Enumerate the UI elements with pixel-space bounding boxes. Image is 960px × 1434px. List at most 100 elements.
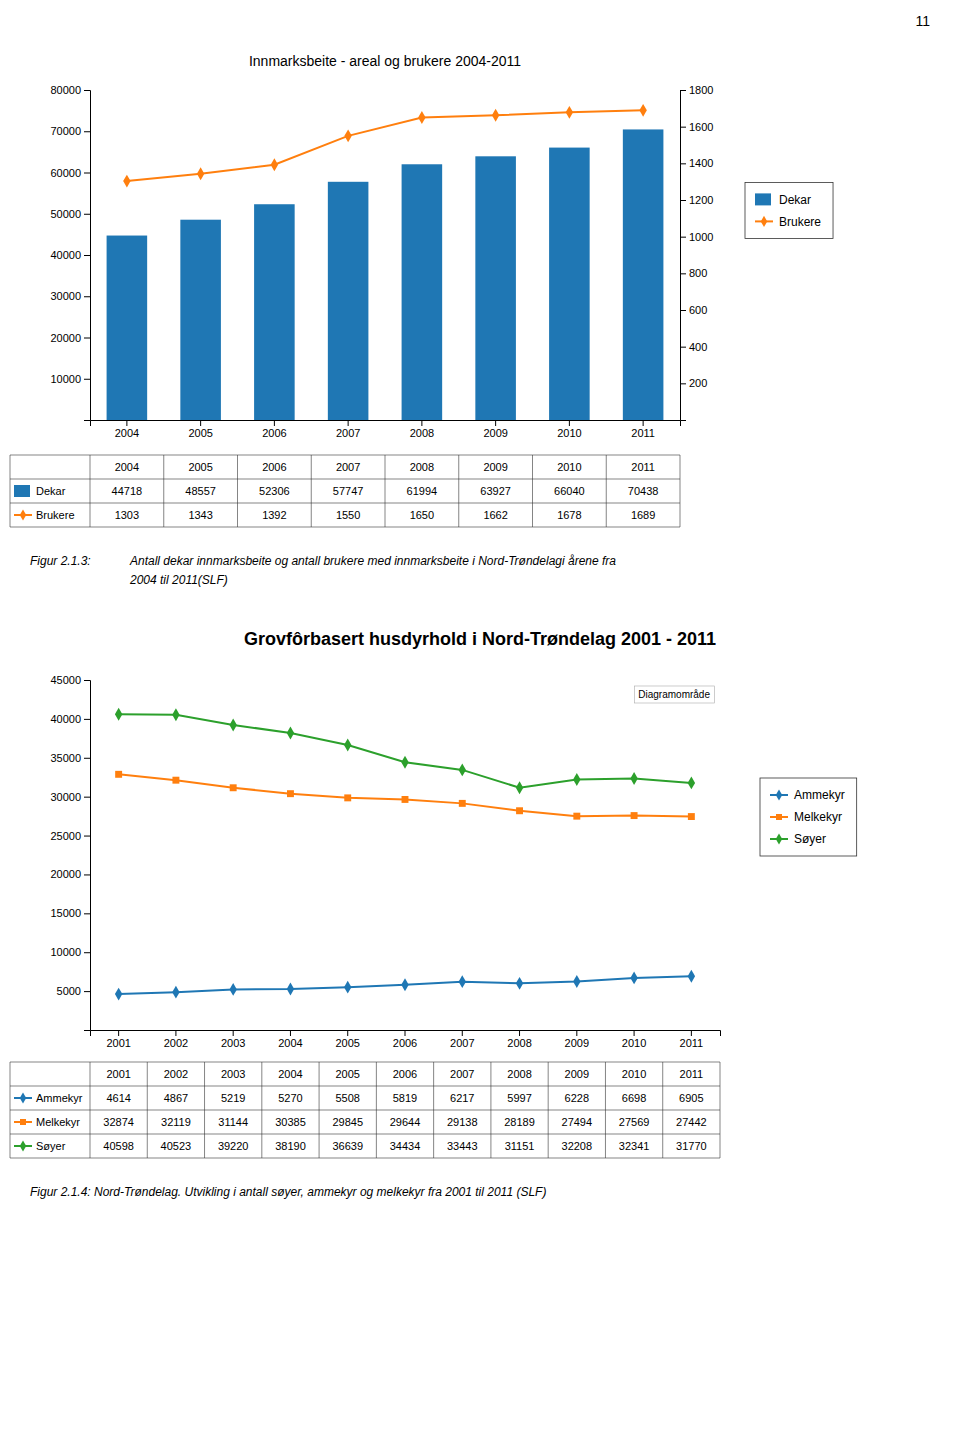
tick: 20000 — [50, 332, 90, 344]
table-header: 2010 — [557, 461, 581, 473]
table-cell: 32208 — [562, 1140, 593, 1152]
marker — [287, 727, 294, 740]
tick-label: 10000 — [50, 946, 81, 958]
table-header: 2011 — [680, 1068, 704, 1080]
tick-mark — [421, 420, 422, 426]
legend-marker — [20, 1140, 26, 1151]
legend-swatch — [14, 485, 30, 497]
marker — [172, 777, 179, 784]
tick-label: 2010 — [557, 427, 581, 439]
tick-mark — [175, 1030, 176, 1036]
table-cell: 6217 — [450, 1092, 474, 1104]
bar — [549, 148, 590, 420]
table-header: 2001 — [106, 1068, 130, 1080]
tick-mark — [680, 347, 686, 348]
tick-mark — [680, 310, 686, 311]
tick-label: 2009 — [483, 427, 507, 439]
bar — [107, 236, 148, 420]
tick-label: 40000 — [50, 713, 81, 725]
tick: 30000 — [50, 290, 90, 302]
table-header: 2007 — [336, 461, 360, 473]
table-cell: 40598 — [103, 1140, 134, 1152]
line — [119, 774, 692, 816]
tick-mark — [680, 163, 686, 164]
tick-mark — [84, 913, 90, 914]
tick: 2006 — [262, 420, 286, 439]
table-cell: 30385 — [275, 1116, 306, 1128]
table-cell: 32874 — [103, 1116, 134, 1128]
tick-mark — [84, 255, 90, 256]
tick-mark — [84, 296, 90, 297]
tick-mark — [569, 420, 570, 426]
table-line — [10, 1062, 720, 1063]
tick: 800 — [680, 267, 707, 279]
tick-label: 2011 — [631, 427, 655, 439]
y2-axis: 20040060080010001200140016001800 — [680, 84, 713, 420]
tick-mark — [462, 1030, 463, 1036]
marker — [115, 708, 122, 721]
marker — [688, 813, 695, 820]
tick-label: 30000 — [50, 290, 81, 302]
table-cell: 31144 — [218, 1116, 248, 1128]
table-line — [237, 455, 238, 527]
tick-mark — [680, 237, 686, 238]
tick-mark — [84, 379, 90, 380]
table-cell: 66040 — [554, 485, 585, 497]
table-cell: 1343 — [188, 509, 212, 521]
axis-line — [91, 1031, 721, 1037]
tick: 35000 — [50, 752, 90, 764]
table-header: 2005 — [335, 1068, 359, 1080]
tick-mark — [495, 420, 496, 426]
marker — [123, 175, 130, 188]
table-cell: 1303 — [115, 509, 139, 521]
marker — [197, 167, 204, 180]
table-header: 2008 — [410, 461, 434, 473]
table-line — [10, 455, 11, 527]
tick-label: 5000 — [57, 985, 81, 997]
marker — [344, 794, 351, 801]
table-line — [458, 455, 459, 527]
table-header: 2006 — [393, 1068, 417, 1080]
tick: 2005 — [188, 420, 212, 439]
table-line — [10, 455, 680, 456]
table-line — [311, 455, 312, 527]
table-header: 2007 — [450, 1068, 474, 1080]
marker — [573, 773, 580, 786]
tick: 10000 — [50, 373, 90, 385]
tick-label: 15000 — [50, 907, 81, 919]
table-cell: 5219 — [221, 1092, 245, 1104]
tick-label: 10000 — [50, 373, 81, 385]
table-line — [10, 479, 680, 480]
table-cell: 33443 — [447, 1140, 478, 1152]
x-axis: 2001200220032004200520062007200820092010… — [91, 1030, 721, 1049]
tick: 200 — [680, 377, 707, 389]
table-cell: 5819 — [393, 1092, 417, 1104]
tick-label: 2001 — [106, 1037, 130, 1049]
legend-frame — [745, 182, 833, 238]
table-cell: 6905 — [679, 1092, 703, 1104]
tick: 2004 — [115, 420, 139, 439]
tick-label: 200 — [689, 377, 707, 389]
tick: 600 — [680, 304, 707, 316]
table-header: 2004 — [115, 461, 139, 473]
tick: 15000 — [50, 907, 90, 919]
legend-marker — [776, 789, 782, 800]
tick-label: 1000 — [689, 231, 713, 243]
tick-label: 2007 — [336, 427, 360, 439]
legend-entry: Brukere — [779, 215, 821, 229]
tick: 2003 — [221, 1030, 245, 1049]
tick-mark — [634, 1030, 635, 1036]
bar — [402, 164, 443, 420]
tick: 2008 — [410, 420, 434, 439]
marker — [115, 771, 122, 778]
table-cell: 36639 — [332, 1140, 363, 1152]
table-header: 2005 — [188, 461, 212, 473]
table-cell: 32119 — [161, 1116, 191, 1128]
marker — [630, 772, 637, 785]
tick-mark — [84, 991, 90, 992]
y-axis: 5000100001500020000250003000035000400004… — [50, 674, 90, 1030]
tick: 1000 — [680, 231, 713, 243]
table-cell: 1392 — [262, 509, 286, 521]
tick-label: 2005 — [335, 1037, 359, 1049]
tick: 400 — [680, 341, 707, 353]
